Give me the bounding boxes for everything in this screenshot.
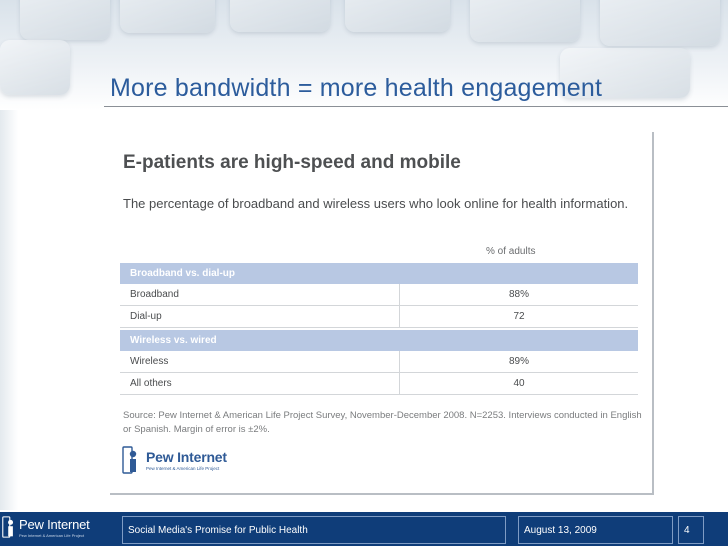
row-value: 40 (513, 378, 525, 389)
table-row: Dial-up 72 (120, 306, 638, 328)
pew-logo-icon (122, 446, 137, 474)
row-label: Dial-up (130, 311, 162, 322)
title-divider (104, 106, 728, 107)
group-header-broadband: Broadband vs. dial-up (120, 263, 638, 284)
results-table: Broadband vs. dial-up Broadband 88% Dial… (120, 263, 638, 395)
source-note: Source: Pew Internet & American Life Pro… (123, 410, 642, 435)
footer-bar (0, 512, 728, 546)
keyboard-background-photo (0, 0, 728, 110)
row-label: All others (130, 378, 172, 389)
column-header: % of adults (486, 246, 536, 257)
table-row: All others 40 (120, 373, 638, 395)
footer-logo-tagline: Pew Internet & American Life Project (19, 532, 85, 538)
panel-heading: E-patients are high-speed and mobile (123, 152, 461, 173)
pew-internet-logo: Pew Internet Pew Internet & American Lif… (122, 446, 227, 474)
table-row: Broadband 88% (120, 284, 638, 306)
footer-date: August 13, 2009 (518, 516, 673, 544)
column-divider (399, 373, 400, 394)
column-divider (399, 306, 400, 327)
footer-logo-name: Pew Internet (19, 516, 90, 532)
left-edge-shading (0, 110, 18, 510)
logo-name: Pew Internet (146, 449, 227, 465)
page-number: 4 (678, 516, 704, 544)
slide-title: More bandwidth = more health engagement (110, 74, 603, 102)
column-divider (399, 351, 400, 372)
logo-tagline: Pew Internet & American Life Project (146, 466, 220, 471)
footer-presentation-title: Social Media's Promise for Public Health (122, 516, 506, 544)
group-header-wireless: Wireless vs. wired (120, 330, 638, 351)
pew-logo-icon (2, 516, 14, 538)
survey-panel: E-patients are high-speed and mobile The… (110, 132, 654, 495)
row-label: Wireless (130, 356, 169, 367)
row-value: 89% (508, 356, 529, 367)
table-row: Wireless 89% (120, 351, 638, 373)
row-value: 72 (513, 311, 525, 322)
panel-subtitle: The percentage of broadband and wireless… (123, 196, 629, 211)
row-label: Broadband (130, 289, 179, 300)
row-value: 88% (508, 289, 529, 300)
column-divider (399, 284, 400, 305)
footer-logo: Pew Internet Pew Internet & American Lif… (2, 515, 90, 539)
